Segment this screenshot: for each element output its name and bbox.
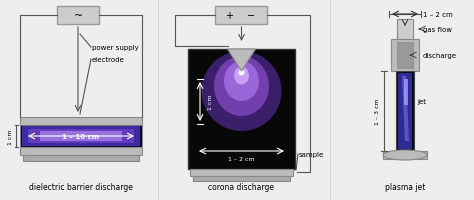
Text: 1 – 2 cm: 1 – 2 cm <box>423 12 453 18</box>
Text: sample: sample <box>299 151 324 157</box>
Bar <box>383 151 427 159</box>
Ellipse shape <box>224 62 259 101</box>
Bar <box>57 7 99 25</box>
Text: 1 – 3 cm: 1 – 3 cm <box>375 98 381 125</box>
Text: plasma jet: plasma jet <box>385 183 425 192</box>
Bar <box>20 125 142 147</box>
Bar <box>20 147 142 155</box>
Bar <box>23 155 139 161</box>
Bar <box>28 129 134 143</box>
Bar <box>396 72 414 151</box>
Bar <box>404 80 408 105</box>
Bar <box>188 50 295 169</box>
Text: −: − <box>247 11 255 21</box>
Ellipse shape <box>383 150 427 160</box>
Text: ~: ~ <box>73 11 82 21</box>
Text: corona discharge: corona discharge <box>209 183 274 192</box>
Bar <box>397 43 413 69</box>
Text: 1 cm: 1 cm <box>208 94 212 110</box>
Ellipse shape <box>214 57 269 116</box>
Ellipse shape <box>201 52 282 131</box>
Text: 1 – 10 cm: 1 – 10 cm <box>63 133 100 139</box>
Text: power supply: power supply <box>92 45 139 51</box>
Text: dielectric barrier discharge: dielectric barrier discharge <box>29 183 133 192</box>
Polygon shape <box>402 77 409 141</box>
Bar <box>397 20 413 40</box>
Text: +: + <box>225 11 233 21</box>
Text: 1 – 2 cm: 1 – 2 cm <box>228 157 255 162</box>
Bar <box>40 131 122 141</box>
Bar <box>20 117 142 125</box>
Bar <box>22 126 140 146</box>
Text: 1 cm: 1 cm <box>8 129 12 144</box>
Ellipse shape <box>238 70 245 76</box>
Text: electrode: electrode <box>92 57 125 63</box>
Bar <box>190 169 293 176</box>
Bar <box>193 176 290 181</box>
Bar <box>391 40 419 72</box>
Text: gas flow: gas flow <box>423 27 452 33</box>
Polygon shape <box>228 50 255 72</box>
Bar <box>398 74 412 149</box>
Ellipse shape <box>234 67 249 85</box>
Text: jet: jet <box>417 99 426 104</box>
Text: discharge: discharge <box>423 53 457 59</box>
Bar <box>215 7 267 25</box>
